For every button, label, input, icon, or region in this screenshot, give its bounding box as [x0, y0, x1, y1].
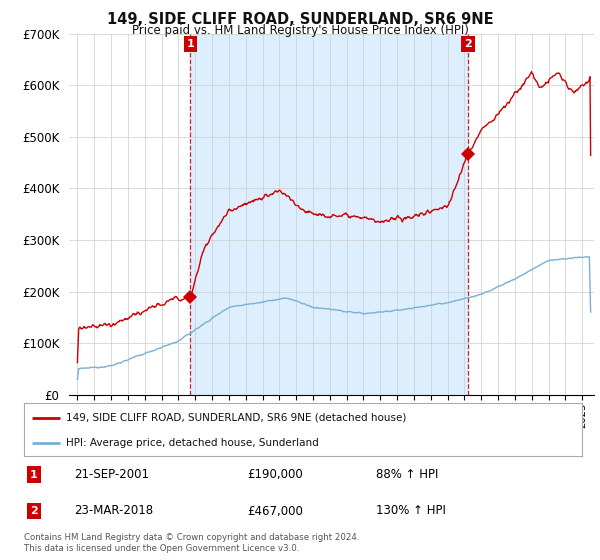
Text: 149, SIDE CLIFF ROAD, SUNDERLAND, SR6 9NE (detached house): 149, SIDE CLIFF ROAD, SUNDERLAND, SR6 9N… — [66, 413, 406, 423]
Text: 21-SEP-2001: 21-SEP-2001 — [74, 468, 149, 481]
Text: HPI: Average price, detached house, Sunderland: HPI: Average price, detached house, Sund… — [66, 438, 319, 448]
Text: 2: 2 — [464, 39, 472, 49]
Bar — [190, 34, 468, 395]
Text: 1: 1 — [187, 39, 194, 49]
Text: 130% ↑ HPI: 130% ↑ HPI — [376, 505, 445, 517]
Text: 23-MAR-2018: 23-MAR-2018 — [74, 505, 154, 517]
Text: 2: 2 — [30, 506, 38, 516]
Text: Contains HM Land Registry data © Crown copyright and database right 2024.
This d: Contains HM Land Registry data © Crown c… — [24, 533, 359, 553]
Text: 149, SIDE CLIFF ROAD, SUNDERLAND, SR6 9NE: 149, SIDE CLIFF ROAD, SUNDERLAND, SR6 9N… — [107, 12, 493, 27]
Text: £190,000: £190,000 — [247, 468, 303, 481]
Text: 1: 1 — [30, 470, 38, 479]
Text: 88% ↑ HPI: 88% ↑ HPI — [376, 468, 438, 481]
Text: Price paid vs. HM Land Registry's House Price Index (HPI): Price paid vs. HM Land Registry's House … — [131, 24, 469, 37]
Text: £467,000: £467,000 — [247, 505, 303, 517]
